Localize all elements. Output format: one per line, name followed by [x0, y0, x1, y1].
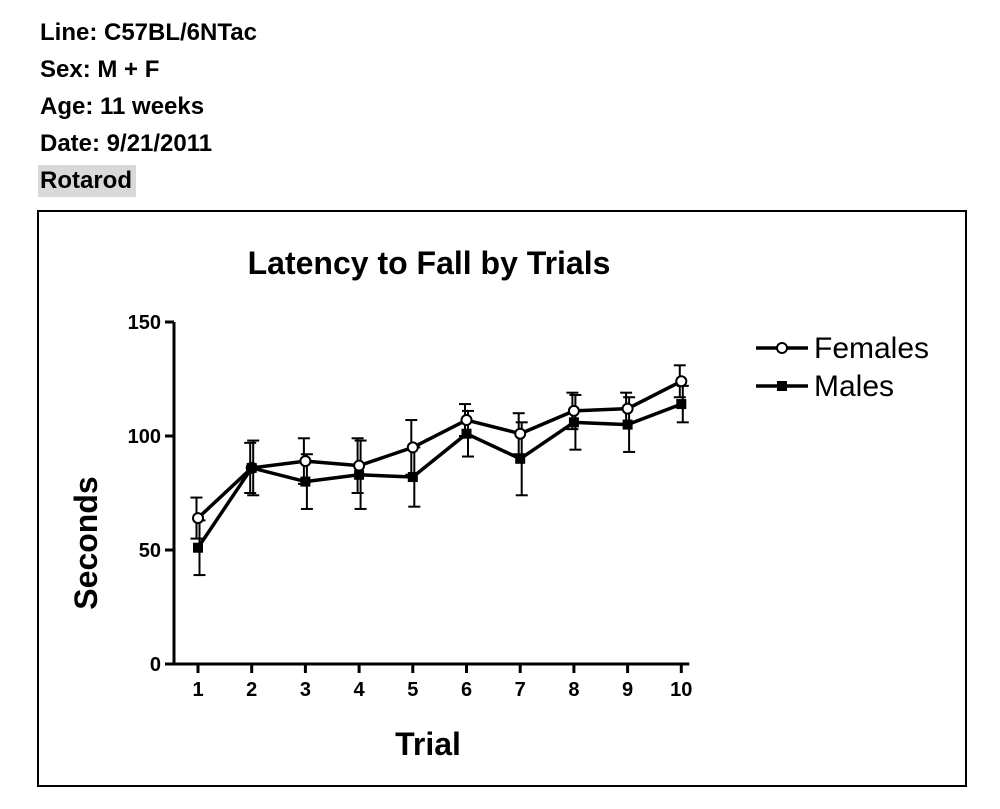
data-point-males	[300, 476, 311, 487]
x-tick-label: 8	[568, 679, 579, 701]
x-tick-label: 2	[246, 679, 257, 701]
date-label: Date: 9/21/2011	[40, 130, 213, 157]
x-tick-label: 6	[461, 679, 472, 701]
data-point-females	[299, 455, 312, 468]
data-point-males	[193, 542, 203, 553]
y-tick-label: 0	[150, 654, 161, 676]
x-tick-label: 5	[407, 679, 418, 701]
y-tick-label: 150	[128, 312, 161, 334]
legend-marker	[777, 381, 787, 391]
chart-frame: Latency to Fall by Trials Seconds Trial …	[37, 210, 967, 787]
data-point-males	[354, 469, 365, 480]
data-point-males	[407, 472, 418, 483]
data-point-males	[568, 417, 579, 428]
legend-label: Females	[814, 332, 929, 365]
data-point-females	[460, 414, 473, 427]
series-line-females	[196, 379, 683, 520]
latency-chart: Latency to Fall by Trials Seconds Trial …	[68, 245, 929, 762]
x-tick-label: 1	[192, 679, 203, 701]
data-point-females	[621, 402, 634, 415]
y-tick-label: 50	[139, 540, 161, 562]
age-label: Age: 11 weeks	[40, 93, 205, 120]
series-line-males	[196, 402, 682, 549]
data-point-females	[353, 459, 366, 472]
chart-title: Latency to Fall by Trials	[248, 245, 611, 281]
test-name-badge: Rotarod	[38, 165, 136, 197]
data-point-females	[192, 512, 204, 525]
line-label: Line: C57BL/6NTac	[40, 19, 257, 46]
legend-marker	[776, 342, 788, 354]
data-point-males	[515, 453, 526, 464]
x-tick-label: 10	[670, 679, 692, 701]
experiment-info: Line: C57BL/6NTac Sex: M + F Age: 11 wee…	[38, 14, 257, 199]
data-point-females	[567, 404, 580, 417]
x-tick-label: 3	[300, 679, 311, 701]
data-point-males	[622, 419, 633, 430]
y-tick-label: 100	[128, 426, 161, 448]
x-tick-label: 9	[622, 679, 633, 701]
data-point-females	[406, 441, 419, 454]
sex-label: Sex: M + F	[40, 56, 160, 83]
y-axis-label: Seconds	[68, 476, 104, 609]
data-point-females	[675, 375, 688, 388]
x-tick-label: 7	[515, 679, 526, 701]
data-point-males	[461, 428, 472, 439]
data-point-males	[246, 462, 257, 473]
data-point-males	[676, 399, 687, 410]
legend-label: Males	[814, 370, 894, 403]
x-tick-label: 4	[354, 679, 366, 701]
x-axis-label: Trial	[395, 726, 461, 762]
data-point-females	[514, 427, 527, 440]
